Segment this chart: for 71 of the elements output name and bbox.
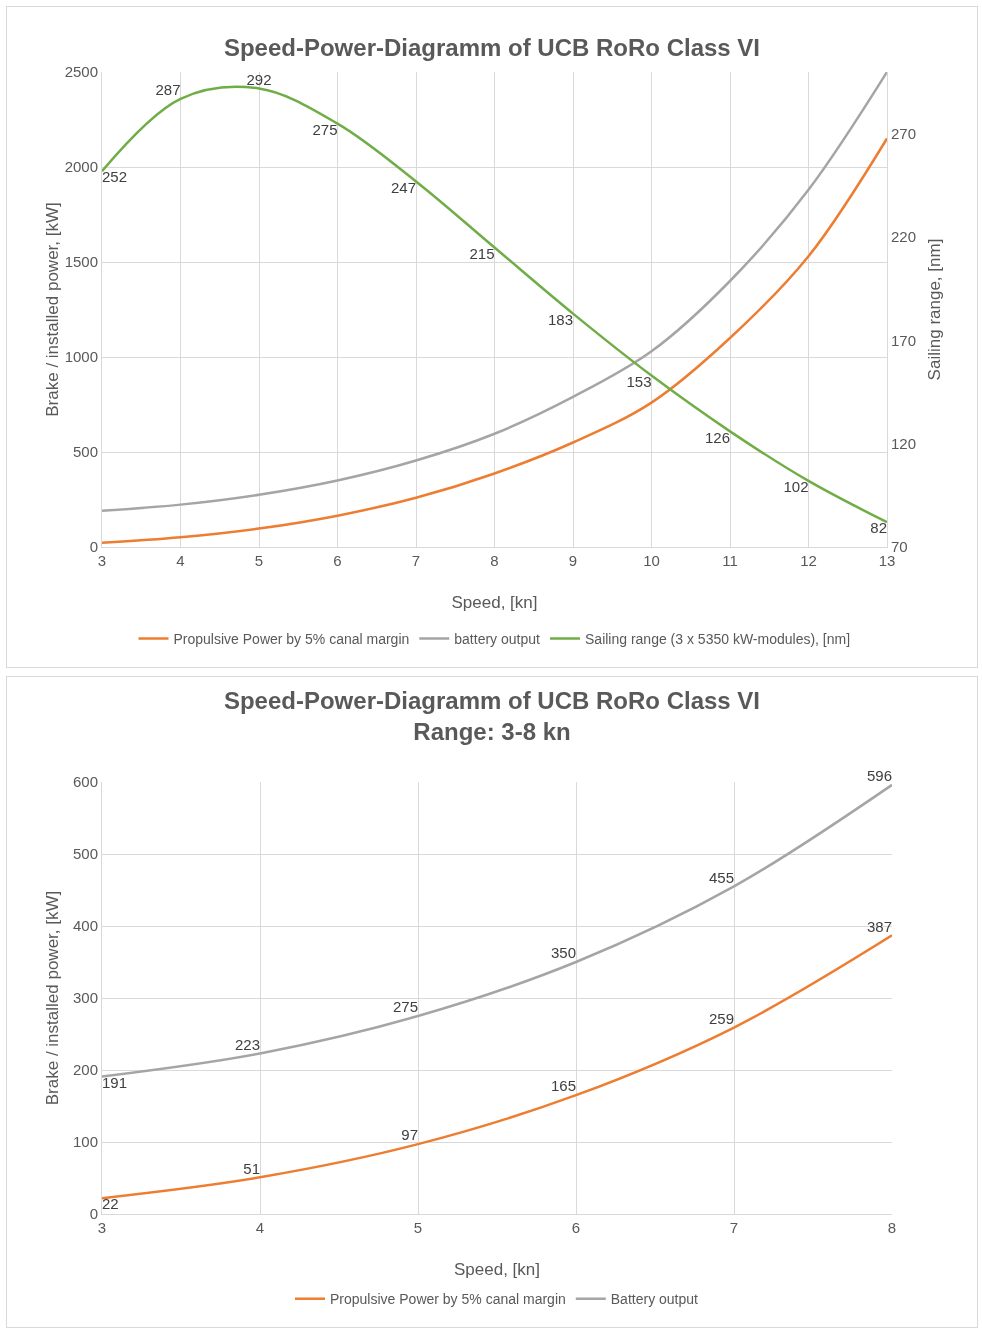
data-label: 126	[704, 428, 730, 446]
data-label: 252	[102, 168, 128, 186]
data-label: 82	[870, 519, 887, 537]
x-tick-label: 11	[722, 552, 738, 569]
x-tick-label: 8	[490, 552, 499, 569]
y-tick-label: 500	[72, 845, 98, 863]
x-tick-label: 5	[413, 1219, 423, 1236]
x-axis-title: Speed, [kn]	[453, 1260, 541, 1279]
data-label: 292	[246, 70, 272, 88]
y2-tick-label: 270	[891, 125, 917, 143]
x-tick-label: 7	[411, 552, 421, 569]
data-label: 455	[708, 868, 734, 886]
y-axis-title: Brake / installed power, [kW]	[43, 202, 62, 417]
data-label: 387	[866, 917, 892, 935]
y-tick-label: 1000	[64, 348, 98, 366]
y-axis-title: Brake / installed power, [kW]	[43, 890, 62, 1106]
data-label: 247	[390, 178, 416, 196]
y-tick-label: 400	[72, 917, 98, 935]
data-label: 51	[243, 1159, 260, 1177]
legend-label: Propulsive Power by 5% canal margin	[173, 631, 410, 648]
x-tick-label: 12	[800, 552, 817, 569]
x-tick-label: 3	[97, 1219, 107, 1236]
y2-tick-label: 120	[891, 434, 917, 452]
x-tick-label: 6	[571, 1219, 581, 1236]
x-tick-label: 10	[643, 552, 660, 569]
data-label: 259	[708, 1009, 734, 1027]
y2-axis-title: Sailing range, [nm]	[924, 238, 944, 381]
x-tick-label: 3	[97, 552, 107, 569]
legend-label: battery output	[454, 631, 540, 648]
x-tick-label: 4	[176, 552, 185, 569]
data-label: 287	[155, 81, 181, 99]
data-label: 102	[783, 478, 809, 496]
x-tick-label: 7	[729, 1219, 739, 1236]
legend-label: Sailing range (3 x 5350 kW-modules), [nm]	[585, 631, 851, 648]
x-tick-label: 5	[254, 552, 264, 569]
y-tick-label: 0	[89, 538, 98, 556]
data-label: 215	[469, 244, 495, 262]
y-tick-label: 500	[72, 443, 98, 461]
y-tick-label: 100	[72, 1133, 98, 1151]
data-label: 191	[102, 1073, 128, 1091]
chart-subtitle: Range: 3-8 kn	[413, 718, 571, 746]
data-label: 223	[234, 1035, 260, 1053]
y-tick-label: 0	[89, 1205, 98, 1223]
x-tick-label: 9	[568, 552, 578, 569]
data-label: 165	[550, 1077, 576, 1095]
legend-label: Propulsive Power by 5% canal margin	[330, 1291, 566, 1308]
line-series	[102, 934, 892, 1200]
chart-title: Speed-Power-Diagramm of UCB RoRo Class VI	[223, 34, 761, 62]
y-tick-label: 300	[72, 989, 98, 1007]
data-label: 275	[392, 998, 418, 1016]
x-axis-title: Speed, [kn]	[451, 593, 538, 612]
data-label: 183	[547, 310, 573, 328]
legend-label: Battery output	[610, 1291, 699, 1308]
data-label: 97	[401, 1126, 418, 1144]
x-tick-label: 6	[333, 552, 342, 569]
x-tick-label: 4	[255, 1219, 265, 1236]
y2-tick-label: 220	[891, 228, 917, 246]
data-label: 22	[102, 1195, 119, 1213]
y-tick-label: 600	[72, 773, 98, 791]
data-label: 153	[626, 372, 652, 390]
data-label: 596	[866, 767, 892, 785]
data-label: 350	[550, 944, 576, 962]
y-tick-label: 2500	[64, 63, 98, 81]
y-tick-label: 2000	[64, 158, 98, 176]
y-tick-label: 200	[72, 1061, 98, 1079]
y-tick-label: 1500	[64, 253, 98, 271]
x-tick-label: 8	[887, 1219, 897, 1236]
y2-tick-label: 170	[891, 331, 917, 349]
data-label: 275	[312, 120, 338, 138]
chart-title: Speed-Power-Diagramm of UCB RoRo Class VI	[223, 687, 761, 715]
line-series	[102, 783, 892, 1078]
